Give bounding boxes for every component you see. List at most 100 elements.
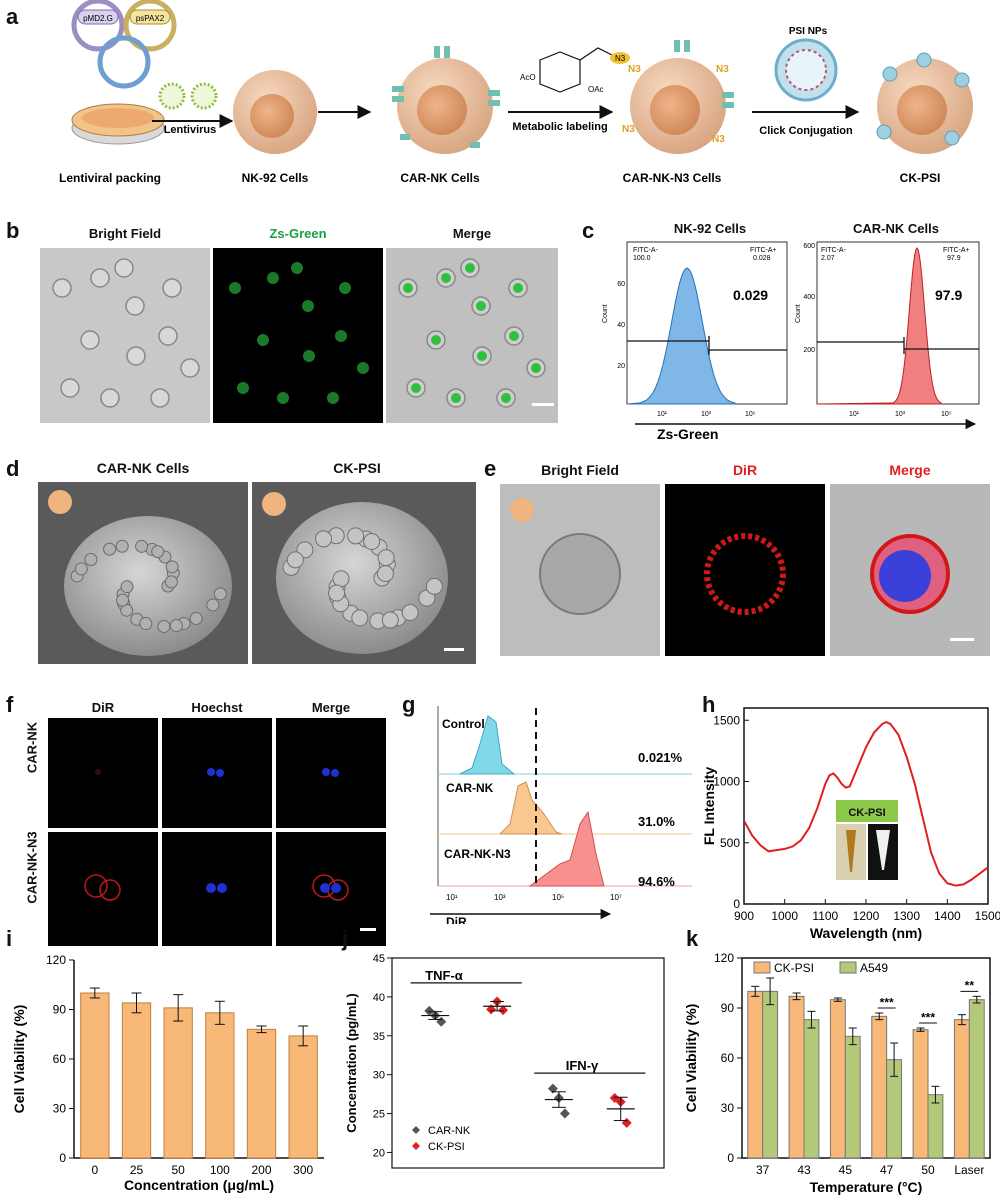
plot-frame	[741, 957, 991, 1159]
gate-value: 2.07	[821, 255, 835, 262]
x-tick-label: 45	[839, 1163, 853, 1177]
dir-image	[665, 484, 825, 656]
y-tick-label: 45	[373, 953, 385, 965]
azide-text: N3	[712, 134, 725, 145]
scale-bar	[360, 928, 376, 931]
legend-label: CK-PSI	[428, 1141, 465, 1153]
x-tick-label: 1300	[893, 909, 920, 923]
panel-i-label: i	[6, 926, 13, 951]
panel-b-title: Bright Field	[88, 226, 162, 241]
bar	[288, 1035, 318, 1159]
step-label: NK-92 Cells	[242, 171, 309, 185]
group-label: TNF-α	[425, 968, 463, 983]
panel-b-label: b	[6, 218, 20, 243]
legend-swatch	[839, 961, 857, 974]
y-axis-label: Cell Viability (%)	[11, 1005, 27, 1114]
panel-h-label: h	[702, 692, 716, 717]
arrow-label: Metabolic labeling	[512, 121, 607, 133]
panel-e-micrographs	[500, 484, 990, 656]
panel-f-col: Merge	[311, 700, 351, 715]
axis-label: Zs-Green	[657, 426, 718, 442]
chem-text: OAc	[588, 85, 604, 94]
legend-label: CAR-NK	[428, 1125, 471, 1137]
bar	[121, 1002, 152, 1159]
percent-value: 0.029	[733, 287, 768, 303]
arrow-label: Lentivirus	[164, 124, 217, 136]
bar	[788, 995, 805, 1159]
panel-j-chart: 20 25 30 35 40 45 CAR-NK CK-PSI Concentration (p…	[344, 953, 665, 1169]
scale-bar	[532, 403, 554, 406]
plasmid-label: psPAX2	[136, 14, 165, 23]
panel-d-label: d	[6, 456, 20, 481]
bar	[747, 990, 764, 1159]
y-tick-label: 500	[720, 836, 740, 850]
bar	[80, 992, 110, 1159]
panel-a-schematic: pMD2.G psPAX2 Lentiviral packing Lentivi…	[59, 0, 973, 185]
y-axis-label: Concentration (pg/mL)	[344, 993, 359, 1132]
panel-d-sem-images	[38, 482, 476, 664]
plasmid-icon	[71, 0, 125, 52]
svg-text:600: 600	[803, 243, 815, 250]
legend-marker	[412, 1142, 420, 1150]
y-tick-label: 20	[373, 1147, 385, 1159]
data-point	[498, 1005, 509, 1016]
y-tick-label: 35	[373, 1031, 385, 1043]
panel-k-label: k	[686, 926, 699, 951]
x-tick-label: 100	[210, 1163, 230, 1177]
step-label: CAR-NK Cells	[400, 171, 480, 185]
x-axis-label: Concentration (μg/mL)	[124, 1177, 274, 1193]
legend-marker	[412, 1126, 420, 1134]
bar	[205, 1012, 235, 1159]
panel-e-title: Merge	[889, 462, 931, 478]
svg-text:10⁵: 10⁵	[552, 893, 564, 902]
y-tick-label: 30	[721, 1101, 735, 1115]
scale-bar	[444, 648, 464, 651]
data-point	[424, 1005, 435, 1016]
cell-cartoon-icon	[48, 490, 72, 514]
svg-text:40: 40	[617, 322, 625, 329]
x-tick-label: 0	[91, 1163, 98, 1177]
panel-i-chart: 0 30 60 90 120 0 25 50 100 200 300 Concentration (μ…	[11, 953, 324, 1193]
svg-text:20: 20	[617, 363, 625, 370]
x-axis-label: Temperature (°C)	[810, 1179, 923, 1195]
x-tick-label: 50	[921, 1163, 935, 1177]
panel-c-title: NK-92 Cells	[673, 221, 747, 236]
panel-j-label: j	[342, 926, 349, 951]
legend-label: A549	[860, 961, 888, 975]
azide-text: N3	[622, 124, 635, 135]
bar	[829, 999, 846, 1159]
x-tick-label: 50	[171, 1163, 185, 1177]
scale-bar	[950, 638, 974, 641]
panel-c-title: CAR-NK Cells	[853, 221, 939, 236]
x-tick-label: 1500	[975, 909, 1000, 923]
svg-text:10⁵: 10⁵	[941, 411, 952, 418]
svg-text:400: 400	[803, 294, 815, 301]
histogram-label: Control	[442, 717, 485, 731]
step-label: Lentiviral packing	[59, 171, 161, 185]
psi-label: PSI NPs	[789, 26, 828, 37]
bar	[844, 1035, 861, 1159]
data-point	[559, 1108, 570, 1119]
x-tick-label: 1200	[853, 909, 880, 923]
gate-value: 97.9	[947, 255, 961, 262]
data-point	[486, 1004, 497, 1015]
bar	[871, 1015, 888, 1159]
bar	[246, 1028, 277, 1159]
x-tick-label: 300	[293, 1163, 313, 1177]
y-tick-label: 30	[373, 1070, 385, 1082]
y-axis-label: Cell Viability (%)	[683, 1004, 699, 1113]
bar	[927, 1094, 944, 1159]
zsgreen-image	[213, 248, 383, 423]
panel-f-row: CAR-NK	[24, 721, 40, 774]
panel-c-label: c	[582, 218, 595, 243]
panel-b-title: Zs-Green	[269, 226, 327, 241]
panel-g-label: g	[402, 692, 416, 717]
bar	[803, 1019, 820, 1159]
svg-text:10³: 10³	[494, 893, 506, 902]
panel-f-label: f	[6, 692, 14, 717]
panel-e-title: Bright Field	[541, 462, 619, 478]
percent-value: 97.9	[935, 287, 962, 303]
x-tick-label: 1000	[771, 909, 798, 923]
gate-label: FITC-A-	[821, 247, 847, 254]
significance-mark: ***	[880, 995, 894, 1009]
